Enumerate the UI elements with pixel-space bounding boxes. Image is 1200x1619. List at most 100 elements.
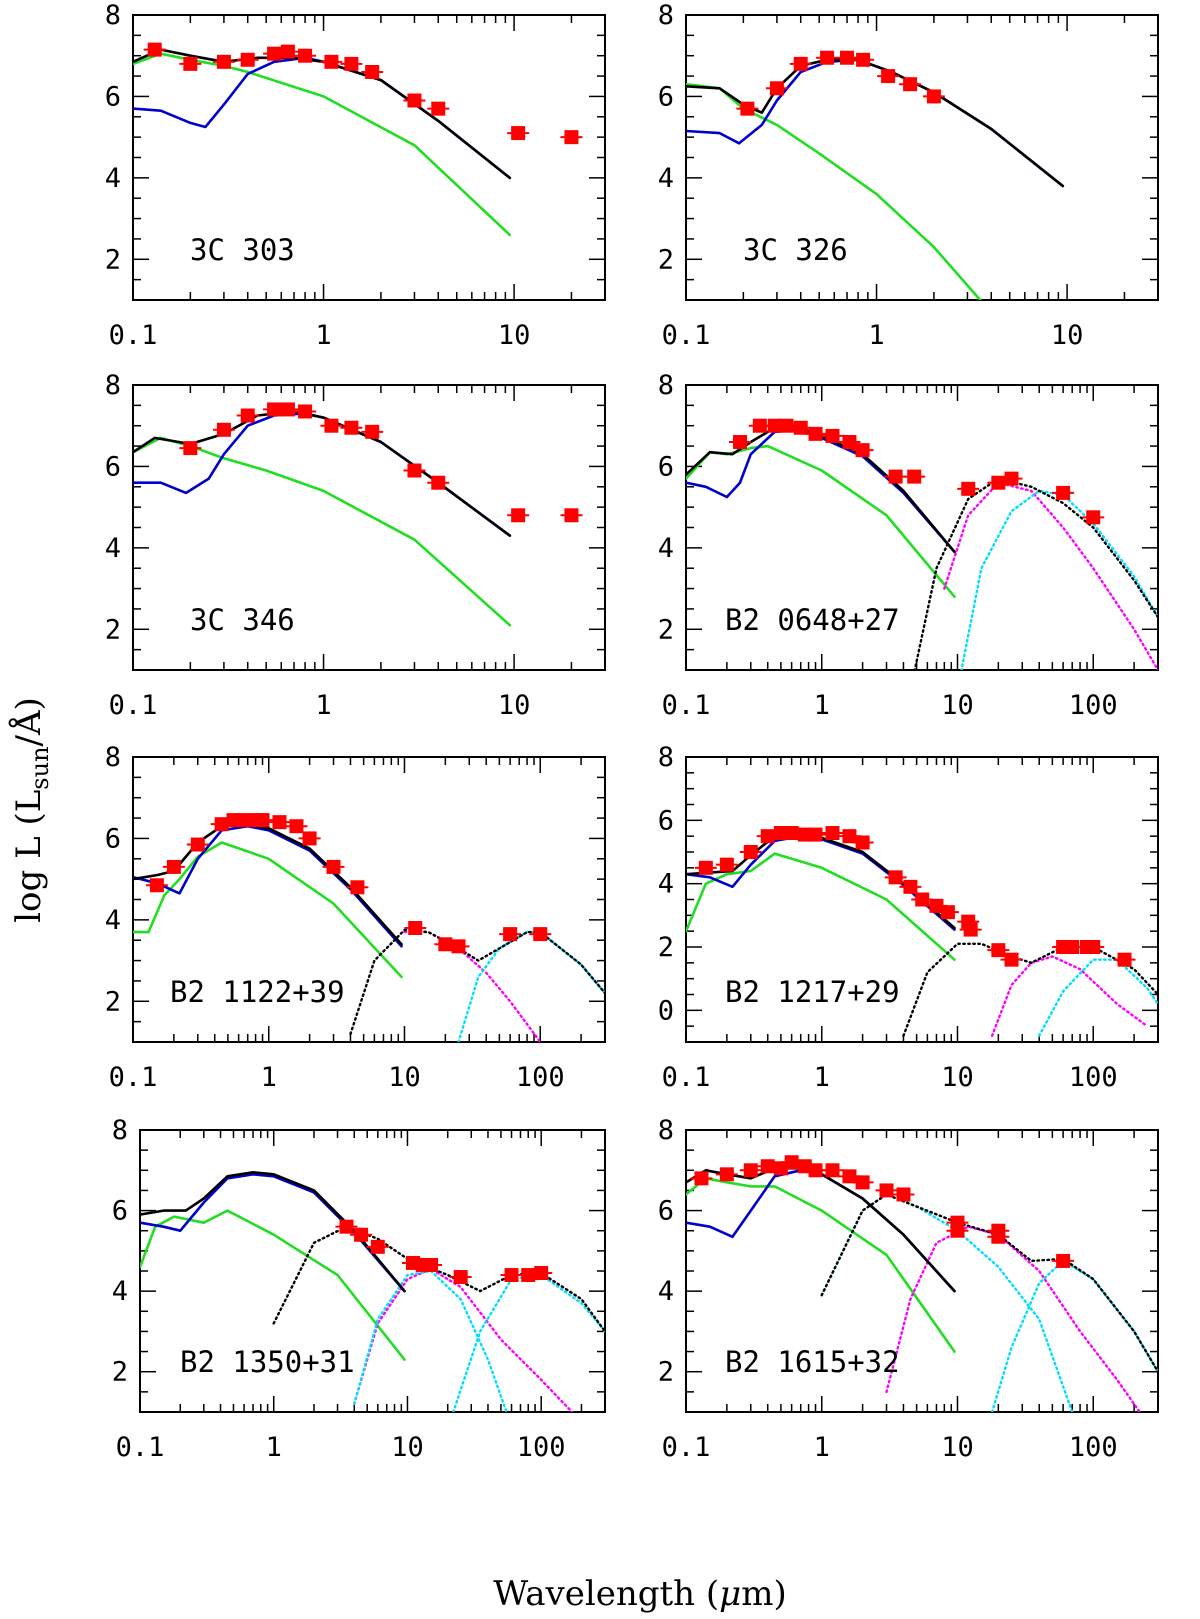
model-dust-warm-line xyxy=(990,955,1149,1037)
data-point xyxy=(166,859,181,874)
y-tick-label: 6 xyxy=(112,1196,128,1227)
y-tick-label: 8 xyxy=(658,370,674,401)
data-point xyxy=(289,819,304,834)
data-point xyxy=(1004,471,1019,486)
data-point xyxy=(743,845,758,859)
model-old-line xyxy=(133,436,512,627)
model-young-line xyxy=(133,412,512,537)
x-tick-label: 1 xyxy=(315,320,331,351)
model-young-line xyxy=(686,1169,956,1293)
model-dust-warm-line xyxy=(885,1225,1141,1412)
data-point xyxy=(1086,940,1101,954)
data-point xyxy=(365,65,380,79)
data-point xyxy=(698,860,713,875)
model-dust-total-line xyxy=(349,928,605,1036)
x-tick-label: 0.1 xyxy=(662,690,711,721)
data-point xyxy=(767,418,782,433)
y-tick-label: 2 xyxy=(658,932,674,963)
data-point xyxy=(431,475,446,490)
data-point xyxy=(272,815,287,830)
y-tick-label: 6 xyxy=(658,81,674,112)
y-tick-label: 2 xyxy=(105,986,121,1017)
x-tick-label: 1 xyxy=(814,1432,830,1463)
model-young-line xyxy=(140,1173,406,1293)
y-tick-label: 2 xyxy=(658,244,674,275)
data-point xyxy=(808,426,823,441)
model-young-line xyxy=(686,428,956,554)
data-point xyxy=(431,101,446,116)
data-point xyxy=(324,418,339,433)
model-old-line xyxy=(686,82,982,300)
data-point xyxy=(855,443,870,458)
data-point xyxy=(1117,952,1132,967)
y-tick-label: 4 xyxy=(105,905,121,936)
data-point xyxy=(719,1167,734,1182)
y-axis-title: log L (Lsun/Å) xyxy=(8,697,54,923)
sed-panel: 2 4 6 8 0.1 1 10 3C 326 xyxy=(658,0,1159,351)
y-tick-label: 6 xyxy=(658,1196,674,1227)
plot-area xyxy=(686,826,1158,1037)
panel-label: B2 1217+29 xyxy=(725,975,900,1009)
model-total-line xyxy=(133,410,512,537)
x-tick-label: 10 xyxy=(498,320,531,351)
data-point xyxy=(991,1229,1006,1244)
data-point xyxy=(147,42,162,57)
data-point xyxy=(350,880,365,895)
y-tick-label: 4 xyxy=(658,1276,674,1307)
plot-area xyxy=(686,1155,1158,1412)
data-point xyxy=(324,54,339,69)
data-point xyxy=(1056,485,1071,500)
model-old-line xyxy=(686,444,956,598)
model-dust-warm-line xyxy=(353,1267,574,1412)
data-point xyxy=(407,93,422,108)
sed-panel: 2 4 6 8 0.1 1 10 3C 346 xyxy=(105,370,606,721)
y-tick-label: 4 xyxy=(105,533,121,564)
data-point xyxy=(779,418,794,433)
data-point xyxy=(511,508,526,523)
data-point xyxy=(240,52,255,67)
model-total-line xyxy=(686,58,1065,188)
data-point xyxy=(438,937,453,952)
panel-label: B2 1122+39 xyxy=(170,975,345,1009)
y-tick-label: 4 xyxy=(658,163,674,194)
data-point xyxy=(793,56,808,71)
data-point xyxy=(888,469,903,484)
x-tick-label: 10 xyxy=(941,690,974,721)
y-tick-label: 8 xyxy=(105,0,121,31)
data-point xyxy=(424,1257,439,1272)
y-tick-label: 6 xyxy=(105,451,121,482)
plot-area xyxy=(133,813,605,1042)
data-point xyxy=(842,435,857,449)
model-old-line xyxy=(686,1177,956,1353)
y-tick-label: 4 xyxy=(658,869,674,900)
panel-label: B2 1615+32 xyxy=(725,1345,900,1379)
data-point xyxy=(926,89,941,104)
data-point xyxy=(907,469,922,484)
x-tick-label: 0.1 xyxy=(662,1432,711,1463)
data-point xyxy=(694,1171,709,1186)
model-dust-total-line xyxy=(272,1225,605,1333)
data-point xyxy=(743,1163,758,1178)
data-point xyxy=(344,420,359,435)
data-point xyxy=(940,905,955,920)
data-point xyxy=(825,1163,840,1178)
data-point xyxy=(267,402,282,417)
y-tick-label: 0 xyxy=(658,995,674,1026)
data-point xyxy=(903,879,918,894)
data-point xyxy=(740,101,755,116)
y-tick-label: 6 xyxy=(105,81,121,112)
y-tick-label: 8 xyxy=(105,742,121,773)
model-dust-cold-line xyxy=(353,1269,508,1412)
x-axis-title: Wavelength (μm) xyxy=(493,1574,787,1614)
panel-label: 3C 303 xyxy=(190,233,295,267)
plot-area xyxy=(686,50,1065,300)
data-point xyxy=(842,829,857,844)
model-total-line xyxy=(140,1171,406,1293)
data-point xyxy=(820,50,835,65)
data-point xyxy=(881,69,896,84)
data-point xyxy=(773,1161,788,1176)
x-tick-label: 1 xyxy=(814,690,830,721)
model-dust-cold2-line xyxy=(990,1259,1158,1412)
data-point xyxy=(533,927,548,942)
data-point xyxy=(407,463,422,478)
